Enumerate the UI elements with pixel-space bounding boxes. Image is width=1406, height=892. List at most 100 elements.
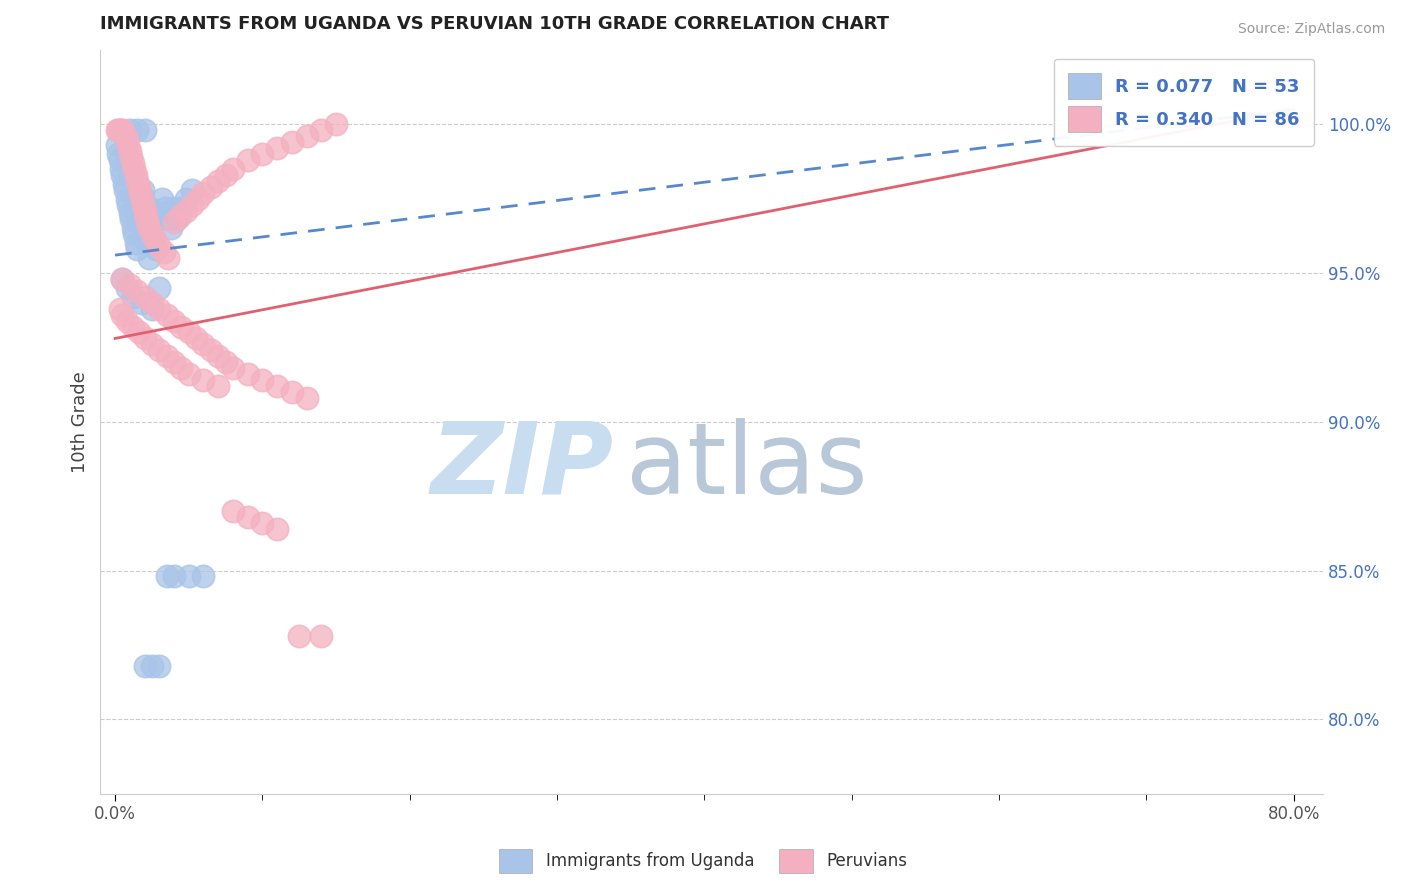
Point [177, 367, 200, 381]
Point [115, 313, 138, 327]
Point [105, 138, 128, 153]
Point [131, 192, 153, 206]
Point [118, 277, 141, 292]
Point [163, 313, 186, 327]
Point [131, 295, 153, 310]
Point [108, 153, 131, 167]
Point [112, 177, 135, 191]
Point [325, 117, 347, 131]
Point [118, 144, 141, 158]
Point [134, 331, 156, 345]
Point [142, 230, 165, 244]
Point [122, 161, 145, 176]
Point [131, 188, 153, 202]
Point [148, 239, 170, 253]
Point [114, 183, 136, 197]
Point [129, 201, 152, 215]
Point [163, 215, 186, 229]
Point [145, 242, 167, 256]
Point [127, 123, 149, 137]
Point [157, 212, 180, 227]
Point [128, 179, 150, 194]
Point [118, 206, 141, 220]
Point [153, 201, 176, 215]
Text: Source: ZipAtlas.com: Source: ZipAtlas.com [1237, 22, 1385, 37]
Point [117, 197, 139, 211]
Point [127, 284, 149, 298]
Point [121, 156, 143, 170]
Point [111, 308, 134, 322]
Point [110, 161, 132, 176]
Point [138, 251, 160, 265]
Point [295, 391, 318, 405]
Point [139, 201, 162, 215]
Point [111, 168, 134, 182]
Point [148, 343, 170, 358]
Point [222, 361, 245, 376]
Point [111, 272, 134, 286]
Point [193, 373, 215, 387]
Point [193, 337, 215, 351]
Point [193, 186, 215, 200]
Point [174, 192, 197, 206]
Point [138, 221, 160, 235]
Point [200, 343, 222, 358]
Point [311, 123, 333, 137]
Point [121, 221, 143, 235]
Point [121, 290, 143, 304]
Point [107, 147, 129, 161]
Point [141, 301, 163, 316]
Point [193, 569, 215, 583]
Point [207, 349, 229, 363]
Point [136, 215, 159, 229]
Point [121, 319, 143, 334]
Point [127, 242, 149, 256]
Point [141, 212, 163, 227]
Point [125, 236, 148, 251]
Point [236, 510, 259, 524]
Point [214, 355, 236, 369]
Point [148, 206, 170, 220]
Point [184, 331, 207, 345]
Point [132, 183, 155, 197]
Point [200, 179, 222, 194]
Point [107, 123, 129, 137]
Point [134, 123, 156, 137]
Point [132, 197, 155, 211]
Point [156, 569, 179, 583]
Point [150, 192, 173, 206]
Point [156, 308, 179, 322]
Point [117, 138, 139, 153]
Point [281, 384, 304, 399]
Point [156, 349, 179, 363]
Point [311, 629, 333, 643]
Point [115, 281, 138, 295]
Point [169, 210, 191, 224]
Point [108, 123, 131, 137]
Point [136, 236, 159, 251]
Point [163, 201, 186, 215]
Point [115, 192, 138, 206]
Point [236, 153, 259, 167]
Point [170, 201, 193, 215]
Point [128, 326, 150, 340]
Point [141, 337, 163, 351]
Point [141, 295, 163, 310]
Point [180, 197, 202, 211]
Text: atlas: atlas [626, 417, 868, 515]
Point [134, 221, 156, 235]
Point [214, 168, 236, 182]
Point [252, 516, 274, 530]
Point [122, 227, 145, 242]
Point [170, 361, 193, 376]
Point [135, 210, 157, 224]
Point [288, 629, 311, 643]
Point [180, 183, 202, 197]
Point [105, 123, 128, 137]
Point [141, 227, 163, 242]
Point [281, 135, 304, 149]
Point [127, 174, 149, 188]
Point [120, 150, 142, 164]
Y-axis label: 10th Grade: 10th Grade [72, 371, 89, 473]
Point [134, 658, 156, 673]
